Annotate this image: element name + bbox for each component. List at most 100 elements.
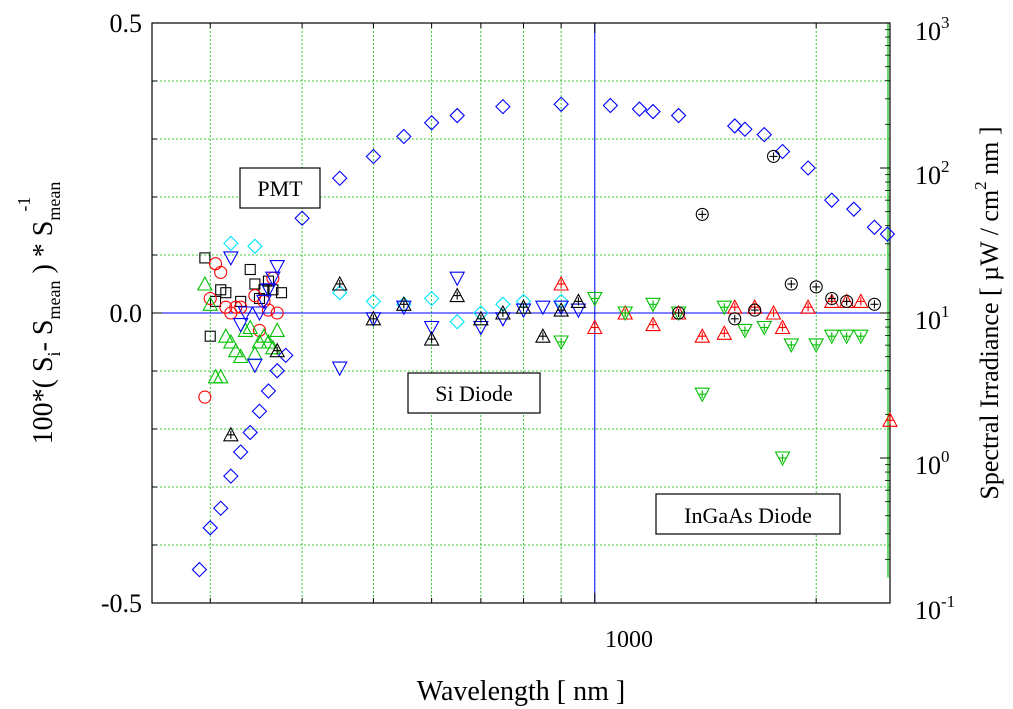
- data-point: [223, 468, 239, 484]
- svg-text:100*( Si- Smean ) * Smean-1: 100*( Si- Smean ) * Smean-1: [14, 182, 64, 445]
- data-point: [249, 278, 261, 290]
- data-point: [212, 500, 229, 517]
- point-shape: [199, 252, 211, 264]
- point-shape: [222, 251, 239, 267]
- data-point: [264, 271, 281, 287]
- data-point: [840, 294, 854, 308]
- point-shape: [249, 278, 261, 290]
- data-point: [774, 451, 791, 467]
- data-point: [553, 301, 570, 317]
- point-shape: [846, 201, 862, 217]
- data-point: [395, 296, 412, 311]
- point-shape: [728, 312, 742, 326]
- data-point: [879, 226, 896, 242]
- point-shape: [208, 257, 223, 271]
- point-shape: [553, 96, 569, 113]
- point-shape: [191, 561, 208, 578]
- point-shape: [784, 277, 798, 291]
- point-shape: [232, 348, 249, 364]
- point-shape: [196, 275, 213, 291]
- svg-text:101: 101: [915, 302, 950, 335]
- data-point: [586, 319, 603, 335]
- data-point: [449, 107, 465, 124]
- data-point: [396, 296, 412, 313]
- data-point: [269, 362, 285, 379]
- data-point: [726, 118, 743, 134]
- data-point: [553, 335, 570, 351]
- data-point: [252, 323, 267, 337]
- data-point: [214, 265, 228, 279]
- data-point: [809, 280, 823, 294]
- point-shape: [423, 290, 440, 307]
- point-shape: [232, 318, 249, 333]
- point-shape: [232, 444, 249, 460]
- data-point: [784, 277, 798, 291]
- point-shape: [449, 271, 466, 287]
- data-point: [232, 444, 249, 460]
- point-shape: [726, 118, 743, 134]
- data-markers: [191, 96, 898, 578]
- point-shape: [495, 98, 511, 115]
- data-point: [846, 201, 862, 217]
- data-point: [212, 368, 229, 384]
- data-point: [261, 303, 276, 317]
- data-point: [515, 299, 532, 314]
- point-shape: [423, 115, 440, 131]
- data-point: [756, 320, 773, 336]
- data-point: [534, 300, 551, 316]
- point-shape: [260, 283, 277, 298]
- data-point: [495, 98, 511, 115]
- data-point: [191, 561, 208, 578]
- data-point: [553, 96, 569, 113]
- svg-text:10-1: 10-1: [915, 592, 955, 625]
- point-shape: [204, 330, 216, 342]
- point-shape: [202, 520, 219, 536]
- data-point: [251, 403, 268, 420]
- point-shape: [198, 390, 212, 404]
- point-shape: [365, 148, 382, 165]
- data-point: [244, 263, 256, 276]
- data-point: [251, 333, 268, 349]
- point-shape: [269, 260, 286, 275]
- point-shape: [246, 358, 263, 374]
- point-shape: [277, 347, 294, 364]
- axis-ticks: [152, 22, 890, 604]
- x-tick-label-1000: 1000: [605, 627, 653, 653]
- data-point: [774, 143, 791, 160]
- data-point: [694, 387, 711, 403]
- point-shape: [449, 107, 465, 124]
- point-shape: [251, 333, 268, 349]
- right-tick-label-1e1: 101: [915, 302, 950, 335]
- data-point: [823, 192, 840, 208]
- data-point: [449, 271, 466, 287]
- data-point: [534, 328, 551, 343]
- data-point: [808, 338, 825, 354]
- data-point: [242, 424, 258, 441]
- data-point: [852, 293, 869, 308]
- right-tick-label-1e3: 103: [915, 13, 950, 46]
- data-point: [645, 297, 661, 313]
- data-point: [726, 299, 743, 314]
- label-ingaas-diode-text: InGaAs Diode: [684, 503, 812, 528]
- data-point: [736, 323, 753, 339]
- data-point: [737, 121, 753, 138]
- data-point: [553, 275, 570, 291]
- data-point: [765, 304, 782, 320]
- data-point: [617, 306, 634, 322]
- point-shape: [879, 226, 896, 242]
- data-point: [823, 329, 840, 345]
- point-shape: [214, 265, 228, 279]
- data-point: [260, 383, 277, 399]
- data-point: [783, 338, 800, 354]
- label-si-diode-text: Si Diode: [435, 381, 513, 406]
- point-shape: [449, 313, 465, 330]
- data-point: [866, 219, 883, 236]
- point-shape: [631, 101, 648, 117]
- data-point: [294, 210, 310, 227]
- data-point: [728, 312, 742, 326]
- svg-text:103: 103: [915, 13, 950, 46]
- point-shape: [766, 149, 781, 163]
- data-point: [825, 291, 839, 306]
- data-point: [645, 316, 661, 332]
